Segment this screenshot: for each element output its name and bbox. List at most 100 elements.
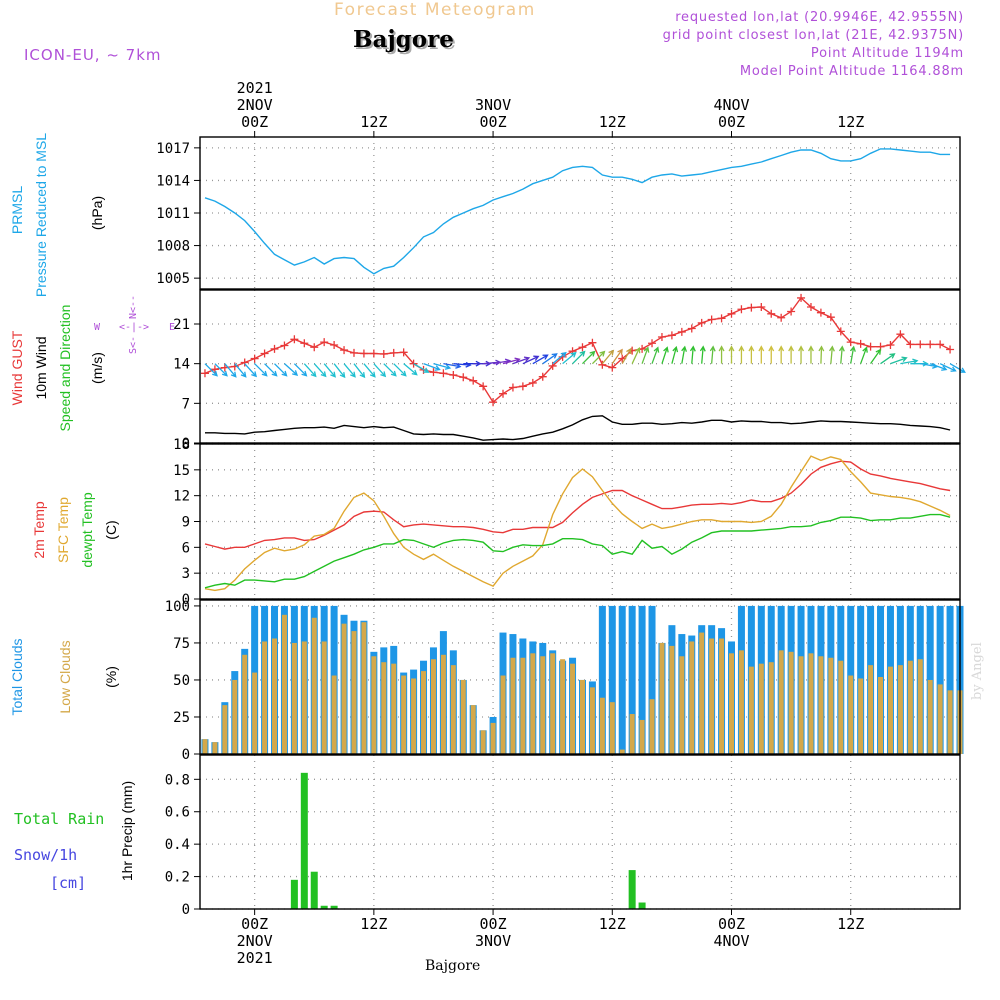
wind-direction-arrow — [939, 363, 957, 372]
series-line-2m-temp — [204, 460, 951, 550]
wind-direction-arrow — [651, 346, 660, 364]
low-cloud-bar — [252, 672, 258, 754]
low-cloud-bar — [868, 665, 874, 754]
gust-point-marker — [330, 340, 339, 349]
rain-bar — [290, 879, 298, 909]
compass-east: E — [169, 322, 175, 333]
wind-direction-arrow — [641, 346, 650, 364]
gust-point-marker — [349, 348, 358, 357]
low-cloud-bar — [818, 656, 824, 754]
gust-point-marker — [340, 346, 349, 355]
low-cloud-bar — [341, 623, 347, 754]
low-cloud-bar — [361, 622, 367, 754]
clouds-unit: (%) — [103, 666, 119, 688]
low-cloud-bar — [629, 714, 635, 754]
wind-direction-arrow — [562, 351, 577, 365]
frame-layer — [199, 136, 961, 910]
model-name: ICON-EU, ~ 7km — [24, 46, 162, 64]
gust-point-marker — [677, 327, 686, 336]
low-cloud-bar — [550, 653, 556, 754]
gust-point-marker — [320, 338, 329, 347]
low-cloud-bar — [212, 742, 218, 754]
low-cloud-bar — [202, 739, 208, 754]
gust-point-marker — [578, 343, 587, 352]
gust-point-marker — [260, 349, 269, 358]
low-cloud-bar — [609, 702, 615, 754]
gust-point-marker — [449, 371, 458, 379]
wind-direction-arrow — [591, 350, 606, 365]
wind-direction-arrow — [363, 363, 376, 378]
low-cloud-bar — [589, 687, 595, 754]
gust-point-marker — [886, 340, 895, 349]
wind-10m-label: 10m Wind — [33, 336, 49, 399]
y-tick-label: 1008 — [156, 239, 190, 255]
total-cloud-bar — [628, 605, 636, 754]
y-tick-label: 0 — [182, 592, 190, 608]
gust-point-marker — [429, 368, 438, 377]
low-cloud-bar — [887, 666, 893, 754]
low-cloud-bar — [838, 660, 844, 754]
wind-direction-arrow — [929, 363, 948, 371]
low-cloud-bar — [291, 642, 297, 754]
low-cloud-bar — [669, 645, 675, 754]
gust-point-marker — [727, 309, 736, 318]
series-line-sfc-temp — [204, 455, 951, 592]
x-tick-label-top: 2NOV — [237, 96, 273, 114]
y-tick-label: 6 — [182, 540, 190, 556]
low-cloud-bar — [480, 730, 486, 754]
panel-frame — [199, 754, 961, 910]
wind-direction-arrow — [808, 345, 814, 364]
wind-direction-arrow — [860, 346, 868, 364]
y-tick-label: 1011 — [156, 206, 190, 222]
wind-direction-arrow — [681, 345, 687, 364]
gust-point-marker — [250, 354, 259, 363]
x-tick-label-bottom: 12Z — [599, 915, 626, 933]
wind-direction-arrow — [738, 345, 745, 364]
wind-direction-arrow — [333, 363, 346, 379]
y-tick-label: 0 — [182, 747, 190, 763]
low-cloud-bar — [719, 638, 725, 754]
footer-location: Bajgore — [425, 958, 481, 974]
gust-point-marker — [270, 344, 279, 353]
gust-point-marker — [459, 373, 468, 382]
low-cloud-bar — [311, 617, 317, 754]
low-cloud-bar — [430, 659, 436, 754]
gust-point-marker — [806, 303, 815, 311]
wind-direction-arrow — [313, 363, 327, 378]
y-tick-label: 75 — [173, 636, 190, 652]
gust-point-marker — [280, 341, 289, 350]
y-tick-label: 15 — [173, 463, 190, 479]
y-tick-label: 1014 — [156, 173, 190, 189]
x-tick-label-top: 00Z — [718, 113, 745, 131]
low-cloud-bar — [222, 705, 228, 754]
low-cloud-bar — [758, 663, 764, 754]
wind-direction-arrow — [758, 345, 765, 364]
wind-direction-arrow — [254, 363, 268, 377]
x-tick-label-top: 00Z — [241, 113, 268, 131]
low-cloud-bar — [917, 659, 923, 754]
wind-direction-arrow — [552, 351, 567, 365]
y-tick-label: 1017 — [156, 141, 190, 157]
low-cloud-bar — [411, 678, 417, 754]
wind-direction-arrow — [699, 345, 706, 364]
low-cloud-bar — [947, 690, 953, 754]
wind-direction-arrow — [829, 345, 835, 364]
low-clouds-label: Low Clouds — [57, 640, 73, 713]
x-tick-label-top: 4NOV — [713, 96, 749, 114]
gust-point-marker — [369, 349, 378, 358]
wind-direction-arrow — [890, 356, 908, 365]
gust-point-marker — [538, 372, 547, 381]
y-tick-label: 100 — [165, 599, 190, 615]
series-line-dewpt-temp — [204, 513, 951, 589]
wind-direction-arrow — [621, 347, 632, 364]
gust-point-marker — [757, 303, 766, 311]
low-cloud-bar — [858, 678, 864, 754]
dewpt-label: dewpt Temp — [79, 492, 95, 567]
y-tick-label: 0 — [182, 436, 190, 452]
total-cloud-bar — [936, 605, 944, 754]
wind-direction-arrow — [413, 363, 430, 373]
y-tick-label: 21 — [173, 317, 190, 333]
y-tick-label: 50 — [173, 673, 190, 689]
low-cloud-bar — [490, 722, 496, 754]
